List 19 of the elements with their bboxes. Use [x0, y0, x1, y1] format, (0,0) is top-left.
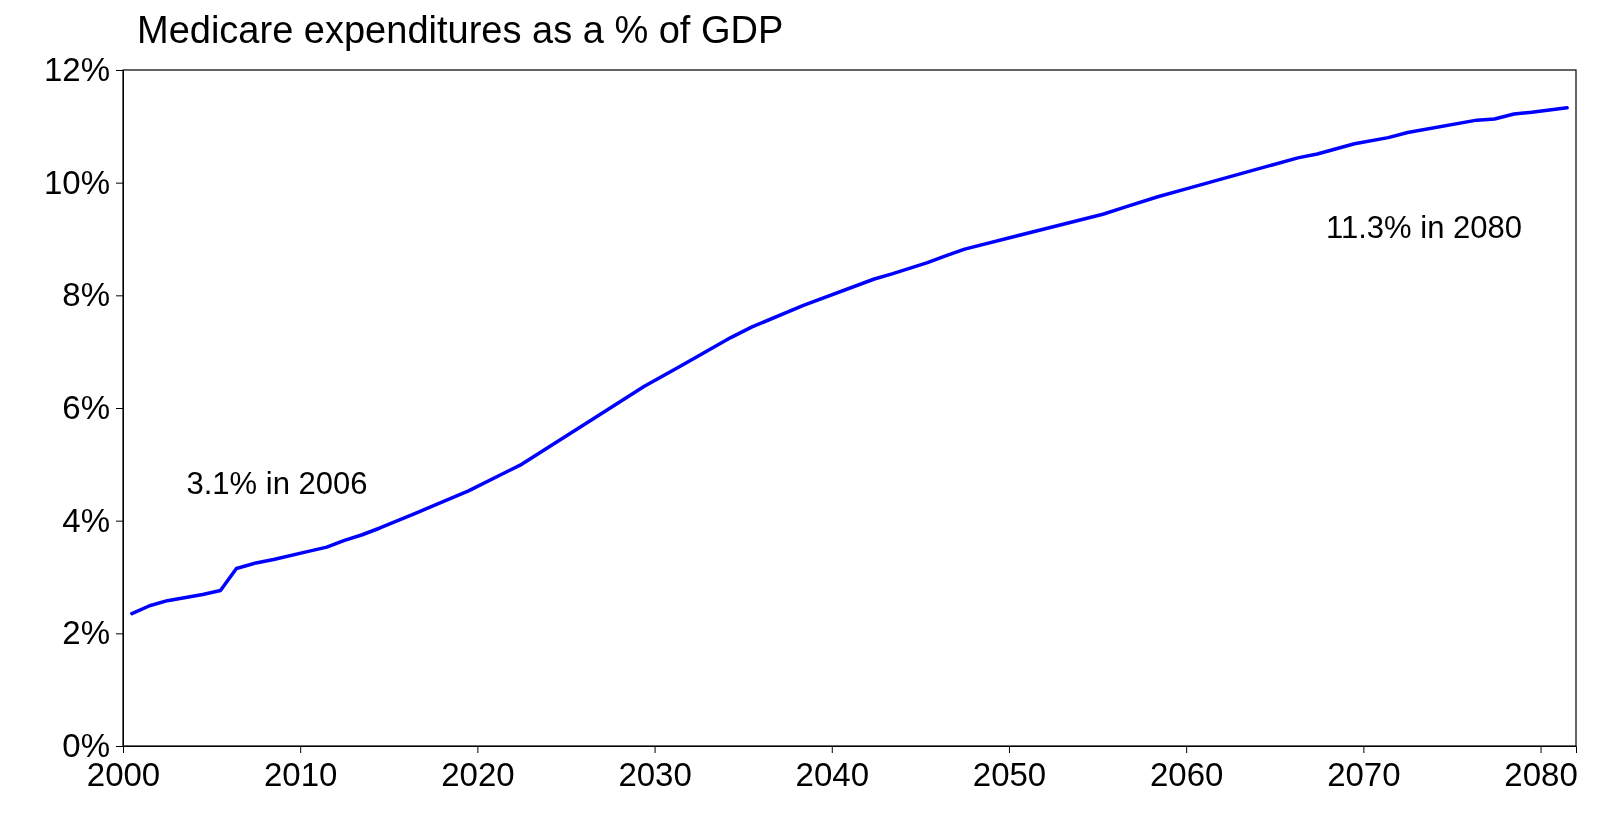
y-tick-label: 10% — [43, 163, 110, 201]
y-tick-label: 6% — [62, 389, 110, 427]
x-tick-label: 2070 — [1327, 756, 1401, 794]
y-tick-label: 12% — [43, 51, 110, 89]
x-tick-label: 2010 — [263, 756, 338, 794]
x-tick-label: 2030 — [618, 756, 692, 794]
x-tick-label: 2040 — [795, 756, 869, 794]
chart-title: Medicare expenditures as a % of GDP — [137, 9, 784, 51]
y-tick-label: 4% — [62, 501, 110, 539]
x-tick-label: 2050 — [972, 756, 1047, 794]
annotation: 11.3% in 2080 — [1326, 210, 1522, 246]
x-tick-label: 2080 — [1504, 756, 1578, 794]
line-series — [130, 105, 1569, 616]
x-tick-label: 2020 — [441, 756, 515, 794]
annotation: 3.1% in 2006 — [186, 466, 368, 502]
y-tick-label: 8% — [62, 276, 110, 314]
x-tick-label: 2000 — [86, 756, 161, 794]
x-tick-label: 2060 — [1149, 756, 1224, 794]
y-tick-label: 2% — [62, 614, 110, 652]
